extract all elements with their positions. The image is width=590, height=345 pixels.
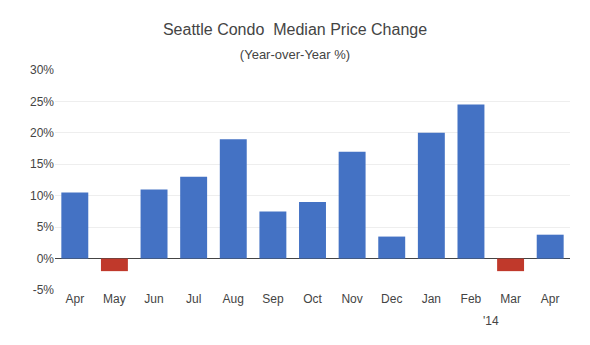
svg-text:(Year-over-Year %): (Year-over-Year %) <box>240 47 350 62</box>
svg-text:Jan: Jan <box>422 292 441 306</box>
svg-text:30%: 30% <box>30 63 54 77</box>
svg-text:-5%: -5% <box>33 283 55 297</box>
svg-text:25%: 25% <box>30 95 54 109</box>
svg-text:May: May <box>103 292 126 306</box>
svg-text:Mar: Mar <box>500 292 521 306</box>
svg-text:Jun: Jun <box>144 292 163 306</box>
svg-text:Seattle Condo Median Price Ch: Seattle Condo Median Price Change <box>163 21 427 38</box>
svg-text:Oct: Oct <box>303 292 322 306</box>
svg-text:Apr: Apr <box>65 292 84 306</box>
svg-text:Dec: Dec <box>381 292 402 306</box>
svg-text:0%: 0% <box>37 252 55 266</box>
svg-text:Sep: Sep <box>262 292 284 306</box>
svg-text:Jul: Jul <box>186 292 201 306</box>
svg-text:15%: 15% <box>30 157 54 171</box>
svg-text:10%: 10% <box>30 189 54 203</box>
svg-text:5%: 5% <box>37 220 55 234</box>
svg-text:Feb: Feb <box>461 292 482 306</box>
svg-text:Nov: Nov <box>341 292 362 306</box>
svg-text:20%: 20% <box>30 126 54 140</box>
svg-text:'14: '14 <box>483 314 499 328</box>
svg-text:Apr: Apr <box>541 292 560 306</box>
svg-text:Aug: Aug <box>223 292 244 306</box>
